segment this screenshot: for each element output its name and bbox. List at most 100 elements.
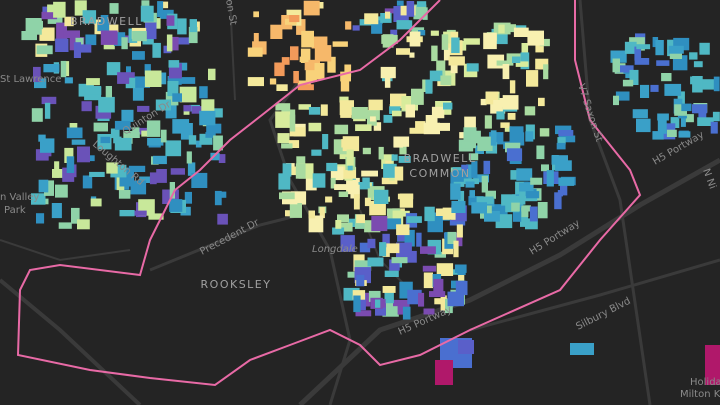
building bbox=[51, 203, 62, 219]
building bbox=[391, 154, 398, 161]
building bbox=[485, 190, 496, 199]
building bbox=[137, 105, 150, 112]
building bbox=[405, 104, 415, 118]
building bbox=[406, 1, 415, 17]
building bbox=[199, 86, 208, 99]
building bbox=[396, 48, 410, 55]
building bbox=[391, 257, 408, 264]
building bbox=[536, 145, 545, 160]
building bbox=[184, 191, 192, 204]
building bbox=[537, 202, 548, 219]
building bbox=[139, 176, 156, 183]
building bbox=[449, 220, 466, 226]
building bbox=[418, 292, 425, 307]
building bbox=[394, 166, 404, 181]
building bbox=[375, 299, 381, 308]
building bbox=[44, 180, 54, 196]
building bbox=[278, 173, 291, 190]
building bbox=[126, 66, 131, 77]
building bbox=[308, 107, 321, 115]
building bbox=[353, 194, 360, 210]
building bbox=[55, 38, 69, 52]
building bbox=[55, 184, 68, 198]
label-line: Holida bbox=[690, 377, 720, 388]
building bbox=[354, 260, 372, 271]
building bbox=[147, 138, 164, 146]
place-label: BRADWELL bbox=[70, 15, 143, 28]
building bbox=[146, 120, 161, 137]
building bbox=[186, 151, 192, 164]
building bbox=[570, 343, 594, 355]
building bbox=[118, 189, 131, 199]
building bbox=[60, 60, 67, 78]
building bbox=[368, 99, 383, 111]
building bbox=[692, 104, 708, 114]
building bbox=[381, 34, 398, 44]
building bbox=[206, 123, 222, 134]
building bbox=[483, 160, 491, 174]
building bbox=[308, 122, 322, 132]
building bbox=[71, 207, 80, 224]
building bbox=[155, 99, 171, 111]
building bbox=[129, 131, 140, 138]
building bbox=[502, 64, 510, 80]
building bbox=[396, 0, 404, 6]
label-line: n Valley bbox=[0, 192, 39, 203]
building bbox=[114, 120, 131, 130]
building bbox=[128, 72, 135, 81]
building bbox=[458, 340, 474, 354]
building bbox=[169, 36, 179, 51]
building bbox=[305, 67, 317, 82]
road-label: on St bbox=[223, 0, 238, 26]
building bbox=[350, 184, 360, 199]
building bbox=[356, 274, 365, 287]
building bbox=[435, 360, 453, 385]
building bbox=[354, 109, 367, 119]
building bbox=[132, 51, 145, 60]
building bbox=[270, 24, 283, 39]
building bbox=[287, 166, 296, 176]
building bbox=[145, 22, 157, 40]
building bbox=[554, 192, 562, 210]
building bbox=[289, 15, 300, 23]
building bbox=[557, 137, 566, 145]
building bbox=[632, 109, 648, 119]
building bbox=[141, 130, 148, 137]
building bbox=[471, 161, 478, 178]
building bbox=[504, 126, 512, 132]
building bbox=[433, 278, 444, 296]
building bbox=[423, 272, 433, 289]
building bbox=[33, 66, 41, 83]
building bbox=[113, 32, 126, 46]
building bbox=[167, 81, 179, 97]
building bbox=[702, 79, 715, 86]
building bbox=[451, 37, 460, 53]
building bbox=[77, 219, 90, 230]
building bbox=[500, 122, 510, 128]
building bbox=[693, 61, 703, 68]
building bbox=[399, 146, 407, 155]
building bbox=[685, 114, 694, 123]
building bbox=[275, 103, 291, 111]
building bbox=[279, 192, 295, 200]
building bbox=[36, 45, 53, 55]
building bbox=[340, 71, 351, 82]
building bbox=[160, 129, 167, 143]
building bbox=[355, 310, 372, 317]
place-label: St Lawrence bbox=[0, 74, 61, 85]
building bbox=[374, 189, 389, 204]
building bbox=[289, 127, 306, 137]
building bbox=[327, 56, 336, 73]
building bbox=[710, 121, 718, 134]
building bbox=[86, 78, 100, 86]
building bbox=[105, 86, 112, 98]
building bbox=[666, 129, 677, 137]
building bbox=[189, 19, 197, 33]
building bbox=[183, 108, 190, 115]
building bbox=[431, 45, 438, 62]
building bbox=[346, 149, 354, 166]
road bbox=[229, 0, 236, 101]
building bbox=[188, 135, 197, 145]
building bbox=[490, 130, 497, 146]
building bbox=[507, 113, 516, 120]
